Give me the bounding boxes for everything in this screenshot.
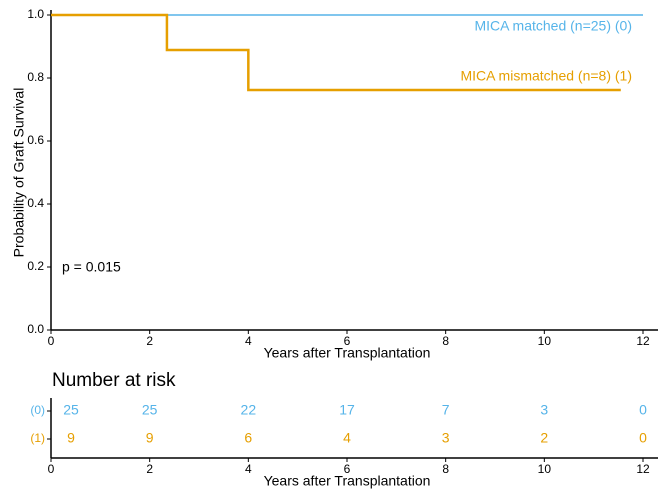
risk-count: 7: [442, 402, 450, 418]
risk-count: 25: [142, 402, 158, 418]
risk-count: 4: [343, 430, 351, 446]
x-axis-label: Years after Transplantation: [264, 345, 431, 361]
row-label: (1): [30, 431, 45, 445]
risk-count: 25: [63, 402, 79, 418]
x-tick-label: 4: [245, 334, 252, 348]
table-title: Number at risk: [52, 370, 176, 391]
x-tick-label: 8: [442, 462, 449, 476]
risk-count: 0: [639, 430, 647, 446]
y-tick-label: 0.6: [27, 133, 44, 147]
risk-count: 3: [442, 430, 450, 446]
risk-count: 0: [639, 402, 647, 418]
x-tick-label: 12: [636, 334, 650, 348]
x-tick-label: 0: [48, 462, 55, 476]
x-tick-label: 12: [636, 462, 650, 476]
risk-count: 2: [540, 430, 548, 446]
y-tick-label: 0.4: [27, 196, 44, 210]
x-tick-label: 6: [344, 334, 351, 348]
y-tick-label: 1.0: [27, 7, 44, 21]
x-tick-label: 0: [48, 334, 55, 348]
x-tick-label: 4: [245, 462, 252, 476]
x-tick-label: 10: [538, 334, 552, 348]
x-tick-label: 6: [344, 462, 351, 476]
x-axis-label: Years after Transplantation: [264, 473, 431, 489]
risk-count: 22: [241, 402, 257, 418]
x-tick-label: 2: [146, 334, 153, 348]
legend-label: MICA matched (n=25) (0): [474, 18, 632, 34]
y-tick-label: 0.2: [27, 259, 44, 273]
risk-count: 9: [146, 430, 154, 446]
x-tick-label: 8: [442, 334, 449, 348]
risk-count: 6: [244, 430, 252, 446]
legend-label: MICA mismatched (n=8) (1): [460, 68, 632, 84]
row-label: (0): [30, 403, 45, 417]
risk-count: 3: [540, 402, 548, 418]
x-tick-label: 10: [538, 462, 552, 476]
x-tick-label: 2: [146, 462, 153, 476]
survival-curve: [51, 13, 621, 92]
risk-count: 9: [67, 430, 75, 446]
risk-count: 17: [339, 402, 355, 418]
y-tick-label: 0.0: [27, 322, 44, 336]
annotation: p = 0.015: [62, 259, 121, 275]
y-tick-label: 0.8: [27, 70, 44, 84]
y-axis-label: Probability of Graft Survival: [11, 88, 27, 258]
